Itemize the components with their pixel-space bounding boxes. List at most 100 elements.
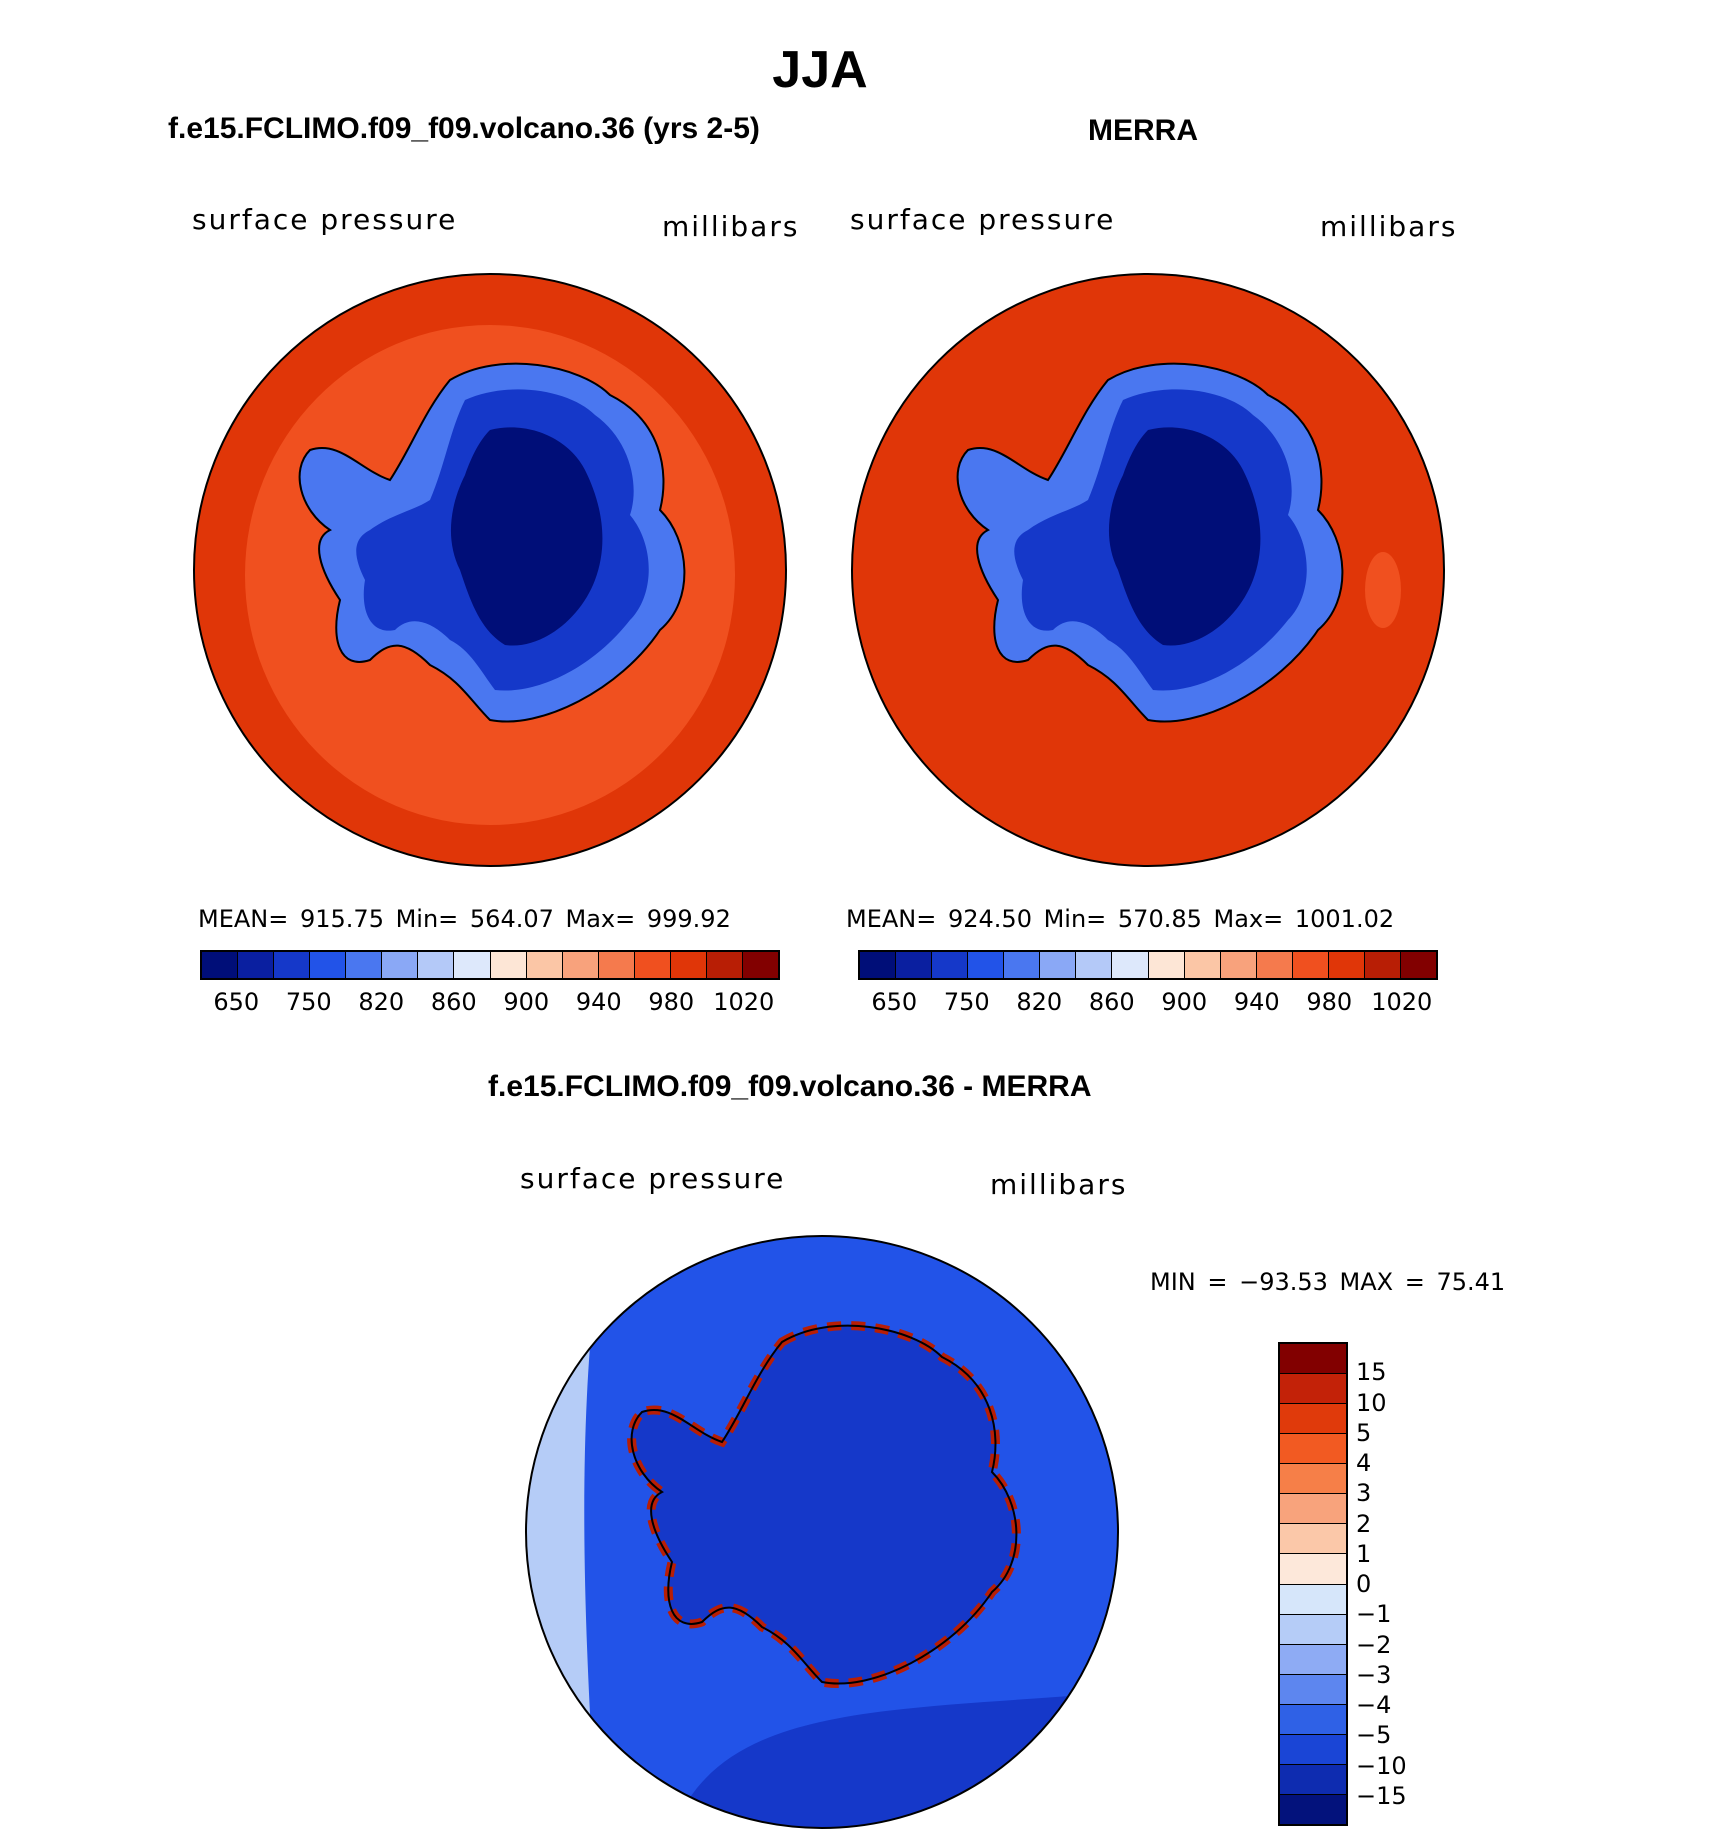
diff-variable-label: surface pressure	[520, 1162, 786, 1195]
left-coastline	[298, 362, 686, 723]
colorbar-tick-label: 1020	[1371, 988, 1433, 1016]
left-map	[193, 273, 787, 867]
colorbar-tick-label: 900	[1161, 988, 1208, 1016]
colorbar-tick-label: 0	[1356, 1570, 1372, 1598]
colorbar-swatch	[1328, 952, 1365, 978]
diff-colorbar	[1278, 1342, 1348, 1826]
colorbar-swatch	[1280, 1494, 1346, 1525]
colorbar-swatch	[1280, 1404, 1346, 1435]
colorbar-swatch	[1280, 1644, 1346, 1675]
colorbar-tick-label: −1	[1356, 1600, 1392, 1629]
colorbar-swatch	[1280, 1524, 1346, 1555]
left-colorbar	[200, 950, 780, 980]
colorbar-tick-label: 940	[575, 988, 622, 1016]
colorbar-tick-label: 1	[1356, 1539, 1372, 1568]
colorbar-tick-label: 5	[1356, 1418, 1372, 1447]
colorbar-swatch	[1280, 1734, 1346, 1765]
right-stats: MEAN= 924.50 Min= 570.85 Max= 1001.02	[846, 905, 1395, 933]
colorbar-swatch	[1076, 952, 1113, 978]
colorbar-tick-label: 860	[1088, 988, 1135, 1016]
colorbar-tick-label: 980	[648, 988, 695, 1016]
colorbar-tick-label: −4	[1356, 1691, 1392, 1719]
left-antarctica-plateau	[450, 427, 603, 646]
diff-units-label: millibars	[990, 1168, 1128, 1201]
right-antarctica-plateau	[1108, 427, 1261, 646]
left-map-border	[193, 273, 787, 867]
colorbar-swatch	[1280, 1704, 1346, 1735]
diff-stats: MIN = −93.53 MAX = 75.41	[1150, 1268, 1506, 1296]
colorbar-swatch	[346, 952, 383, 978]
right-colorbar	[858, 950, 1438, 980]
colorbar-swatch	[1280, 1464, 1346, 1495]
colorbar-swatch	[562, 952, 599, 978]
colorbar-swatch	[1364, 952, 1401, 978]
colorbar-swatch	[1292, 952, 1329, 978]
colorbar-swatch	[418, 952, 455, 978]
colorbar-swatch	[1148, 952, 1185, 978]
colorbar-swatch	[1184, 952, 1221, 978]
colorbar-tick-label: 650	[871, 988, 918, 1016]
left-colorbar-ticks: 650 750 820 860 900 940 980 1020	[200, 988, 780, 1018]
colorbar-swatch	[1280, 1674, 1346, 1705]
diff-map-border	[525, 1235, 1119, 1829]
colorbar-tick-label: −2	[1356, 1630, 1392, 1659]
colorbar-swatch	[1280, 1794, 1346, 1824]
colorbar-swatch	[670, 952, 707, 978]
colorbar-swatch	[238, 952, 275, 978]
right-map-border	[851, 273, 1445, 867]
colorbar-tick-label: 4	[1356, 1449, 1372, 1477]
colorbar-swatch	[1280, 1614, 1346, 1645]
right-ocean-patch	[1365, 552, 1401, 628]
colorbar-tick-label: 980	[1306, 988, 1353, 1016]
colorbar-tick-label: 1020	[713, 988, 775, 1016]
colorbar-swatch	[1040, 952, 1077, 978]
diff-antarctica	[631, 1325, 1017, 1684]
colorbar-tick-label: 820	[1016, 988, 1063, 1016]
colorbar-swatch	[742, 952, 778, 978]
right-panel-title: MERRA	[1088, 114, 1198, 147]
colorbar-swatch	[968, 952, 1005, 978]
colorbar-swatch	[1280, 1554, 1346, 1585]
colorbar-swatch	[1280, 1344, 1346, 1375]
colorbar-tick-label: 940	[1233, 988, 1280, 1016]
colorbar-swatch	[634, 952, 671, 978]
colorbar-swatch	[1112, 952, 1149, 978]
right-coastline	[956, 362, 1344, 723]
colorbar-tick-label: 10	[1356, 1388, 1387, 1417]
colorbar-swatch	[1004, 952, 1041, 978]
colorbar-swatch	[1400, 952, 1436, 978]
colorbar-swatch	[932, 952, 969, 978]
colorbar-tick-label: 3	[1356, 1479, 1372, 1508]
colorbar-swatch	[310, 952, 347, 978]
right-variable-label: surface pressure	[850, 203, 1116, 236]
left-stats: MEAN= 915.75 Min= 564.07 Max= 999.92	[198, 905, 731, 933]
colorbar-swatch	[860, 952, 897, 978]
figure-title: JJA	[772, 41, 868, 99]
colorbar-tick-label: 750	[285, 988, 332, 1016]
colorbar-tick-label: −10	[1356, 1751, 1407, 1780]
colorbar-swatch	[202, 952, 239, 978]
right-units-label: millibars	[1320, 210, 1458, 243]
colorbar-tick-label: 650	[213, 988, 260, 1016]
colorbar-swatch	[1280, 1584, 1346, 1615]
colorbar-tick-label: −15	[1356, 1781, 1407, 1810]
colorbar-tick-label: 2	[1356, 1509, 1372, 1538]
colorbar-swatch	[896, 952, 933, 978]
colorbar-swatch	[526, 952, 563, 978]
left-variable-label: surface pressure	[192, 203, 458, 236]
colorbar-tick-label: −5	[1356, 1721, 1392, 1750]
left-panel-title: f.e15.FCLIMO.f09_f09.volcano.36 (yrs 2-5…	[168, 112, 760, 145]
colorbar-tick-label: 820	[358, 988, 405, 1016]
colorbar-tick-label: 900	[503, 988, 550, 1016]
colorbar-swatch	[454, 952, 491, 978]
colorbar-swatch	[1220, 952, 1257, 978]
right-map	[851, 273, 1445, 867]
colorbar-swatch	[490, 952, 527, 978]
colorbar-swatch	[1280, 1374, 1346, 1405]
diff-panel-title: f.e15.FCLIMO.f09_f09.volcano.36 - MERRA	[488, 1070, 1092, 1103]
colorbar-swatch	[274, 952, 311, 978]
colorbar-tick-label: 750	[943, 988, 990, 1016]
colorbar-tick-label: 860	[430, 988, 477, 1016]
colorbar-swatch	[706, 952, 743, 978]
colorbar-tick-label: −3	[1356, 1660, 1392, 1689]
